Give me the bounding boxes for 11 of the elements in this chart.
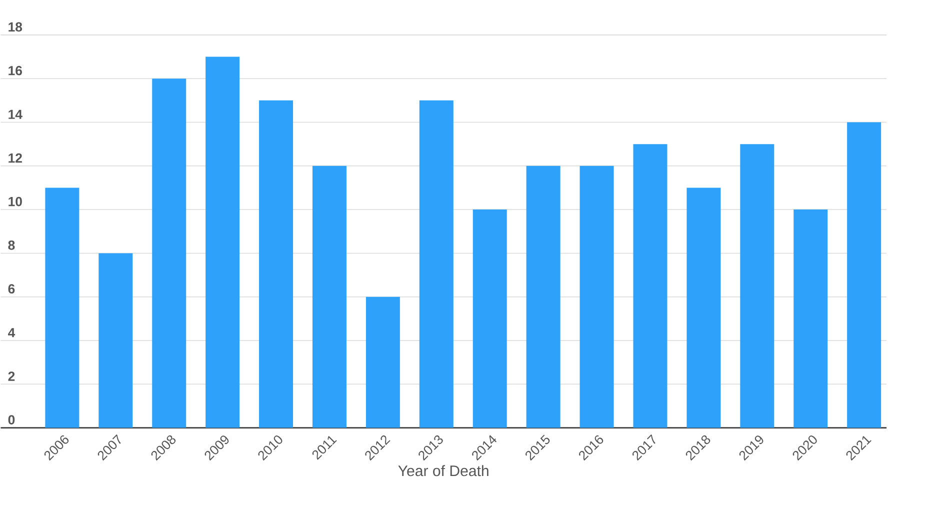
y-tick-label: 6 [8, 284, 15, 294]
y-tick-label: 10 [8, 197, 22, 206]
y-tick-label: 14 [8, 110, 22, 120]
y-tick-label: 16 [8, 66, 22, 76]
y-tick-label: 12 [8, 154, 22, 163]
y-tick-label: 8 [8, 240, 15, 250]
y-tick-label: 4 [8, 328, 16, 338]
x-axis-title: Year of Death [398, 465, 488, 476]
y-tick-label: 18 [8, 22, 22, 32]
y-tick-label: 2 [8, 372, 15, 381]
y-tick-label: 0 [8, 415, 15, 425]
